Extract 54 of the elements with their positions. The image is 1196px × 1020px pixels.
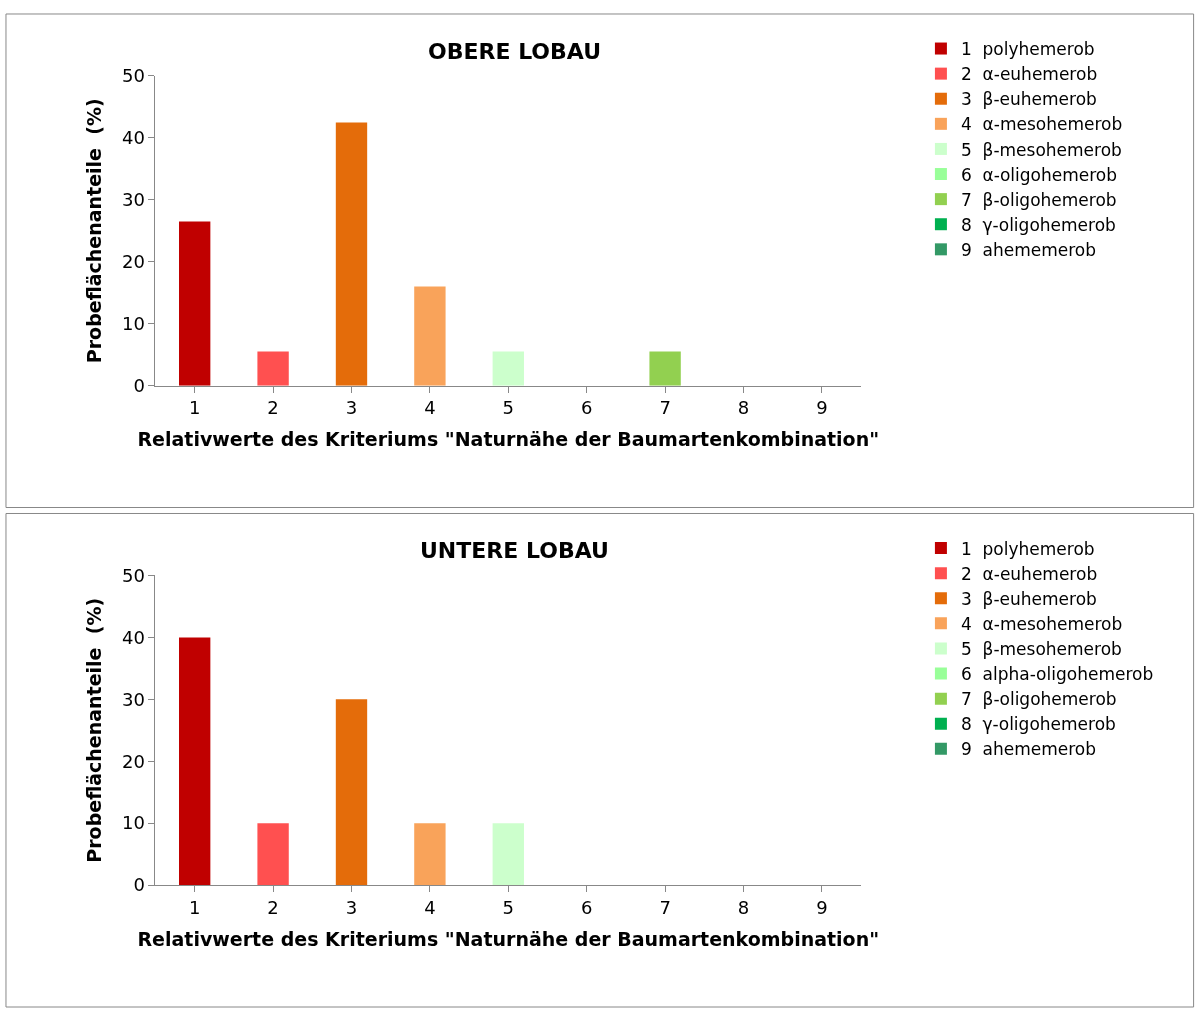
legend-label: 6 α-oligohemerob (960, 164, 1117, 185)
x-tick-label: 1 (188, 896, 201, 918)
legend-label: 2 α-euhemerob (960, 64, 1098, 85)
y-tick-label: 50 (121, 65, 145, 87)
legend-label: 1 polyhemerob (960, 39, 1095, 60)
legend-label: 5 β-mesohemerob (960, 639, 1122, 660)
legend-label: 2 α-euhemerob (960, 563, 1098, 584)
legend-label: 8 γ-oligohemerob (960, 714, 1116, 735)
y-tick-label: 0 (133, 374, 145, 396)
legend-label: 1 polyhemerob (960, 538, 1095, 559)
legend-label: 8 γ-oligohemerob (960, 214, 1116, 235)
legend-label: 5 β-mesohemerob (960, 139, 1122, 160)
x-tick-label: 5 (502, 397, 515, 419)
x-tick-label: 2 (267, 397, 279, 419)
y-tick-label: 10 (121, 312, 145, 334)
y-tick-label: 40 (121, 626, 145, 648)
x-tick-label: 6 (580, 896, 593, 918)
y-axis-title: Probeflächenanteile (%) (82, 98, 105, 364)
x-tick-label: 9 (816, 397, 828, 419)
x-tick-label: 8 (737, 896, 750, 918)
x-tick-label: 7 (659, 896, 671, 918)
x-tick-label: 9 (816, 896, 828, 918)
x-tick-label: 4 (424, 397, 436, 419)
legend-label: 9 ahememerob (960, 239, 1097, 260)
x-tick-label: 1 (188, 397, 201, 419)
y-tick-label: 50 (121, 564, 145, 586)
x-tick-label: 2 (267, 896, 279, 918)
chart-title: OBERE LOBAU (428, 39, 602, 64)
legend-label: 9 ahememerob (960, 739, 1097, 760)
x-axis-title: Relativwerte des Kriteriums "Naturnähe der Baumartenkombination" (137, 927, 880, 950)
y-tick-label: 20 (121, 750, 145, 772)
x-axis-title: Relativwerte des Kriteriums "Naturnähe der Baumartenkombination" (137, 428, 880, 451)
x-tick-label: 4 (424, 896, 436, 918)
y-tick-label: 0 (133, 874, 145, 896)
legend-label: 3 β-euhemerob (960, 89, 1097, 110)
legend-label: 7 β-oligohemerob (960, 689, 1117, 710)
x-tick-label: 5 (502, 896, 515, 918)
y-tick-label: 20 (121, 251, 145, 273)
legend-label: 7 β-oligohemerob (960, 189, 1117, 210)
y-tick-label: 10 (121, 812, 145, 834)
legend-label: 4 α-mesohemerob (960, 613, 1123, 634)
legend-label: 6 alpha-oligohemerob (960, 664, 1154, 685)
y-tick-label: 30 (121, 189, 145, 211)
x-tick-label: 8 (737, 397, 750, 419)
x-tick-label: 7 (659, 397, 671, 419)
x-tick-label: 3 (345, 896, 358, 918)
y-tick-label: 40 (121, 127, 145, 149)
y-tick-label: 30 (121, 688, 145, 710)
chart-title: UNTERE LOBAU (420, 538, 609, 563)
legend-label: 4 α-mesohemerob (960, 114, 1123, 135)
legend-label: 3 β-euhemerob (960, 588, 1097, 609)
x-tick-label: 3 (345, 397, 358, 419)
y-axis-title: Probeflächenanteile (%) (82, 597, 105, 863)
x-tick-label: 6 (580, 397, 593, 419)
